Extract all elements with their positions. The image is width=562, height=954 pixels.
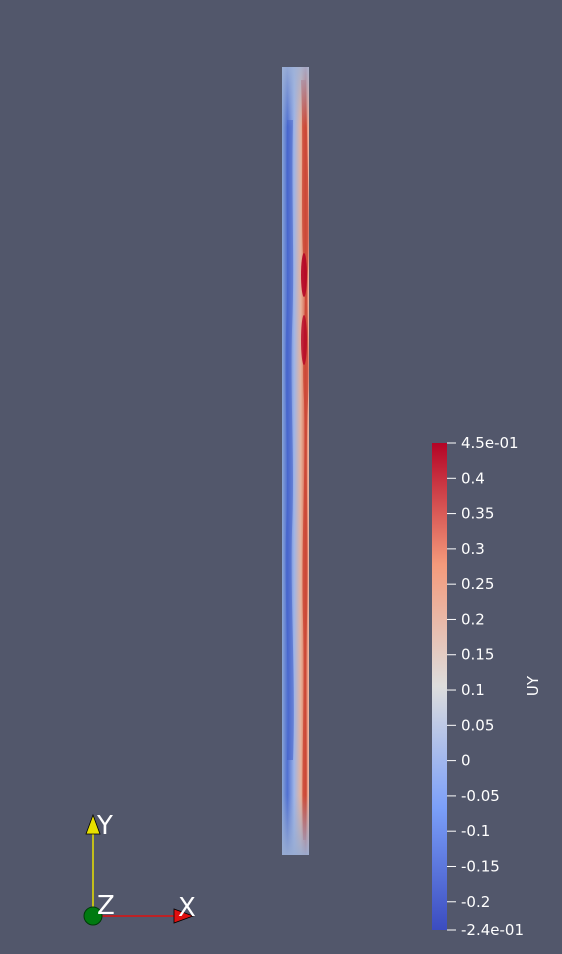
x-axis-arrow-icon xyxy=(173,908,195,924)
colorbar-tick-label: -0.05 xyxy=(461,787,500,805)
colorbar-tick-label: 0.35 xyxy=(461,505,494,523)
colorbar-tick-label: -0.1 xyxy=(461,822,490,840)
colorbar: 4.5e-01 0.4 0.35 0.3 0.25 0.2 0.15 0.1 0.05 0 -0.0… xyxy=(432,434,542,939)
strip-hotspot-upper xyxy=(301,253,307,297)
colorbar-title: UY xyxy=(524,675,542,696)
simulation-strip[interactable] xyxy=(282,67,309,855)
colorbar-tick-label: 0.05 xyxy=(461,716,494,734)
strip-top-fade xyxy=(282,67,309,127)
colorbar-tick-label: 0.3 xyxy=(461,540,485,558)
colorbar-tick-label: 0 xyxy=(461,752,471,770)
x-axis-label: X xyxy=(178,893,196,923)
colorbar-tick-label: 0.25 xyxy=(461,575,494,593)
y-axis-arrow-icon xyxy=(85,813,101,835)
orientation-axes[interactable]: Y Z X xyxy=(83,811,196,926)
colorbar-tick-label: 0.1 xyxy=(461,681,485,699)
strip-blue-band xyxy=(285,120,294,760)
strip-hotspot-lower xyxy=(301,315,307,365)
colorbar-tick-label: -0.15 xyxy=(461,857,500,875)
colorbar-ticks: 4.5e-01 0.4 0.35 0.3 0.25 0.2 0.15 0.1 0.05 0 -0.0… xyxy=(447,434,524,939)
colorbar-tick-label: 4.5e-01 xyxy=(461,434,519,452)
z-axis-dot-icon xyxy=(83,906,103,926)
colorbar-gradient xyxy=(432,443,447,930)
colorbar-tick-label: 0.15 xyxy=(461,646,494,664)
colorbar-tick-label: 0.4 xyxy=(461,469,485,487)
strip-bottom-fade xyxy=(282,795,309,855)
y-axis-label: Y xyxy=(96,811,113,841)
z-axis-label: Z xyxy=(97,891,115,921)
colorbar-tick-label: 0.2 xyxy=(461,610,485,628)
colorbar-tick-label: -2.4e-01 xyxy=(461,921,524,939)
colorbar-tick-label: -0.2 xyxy=(461,893,490,911)
